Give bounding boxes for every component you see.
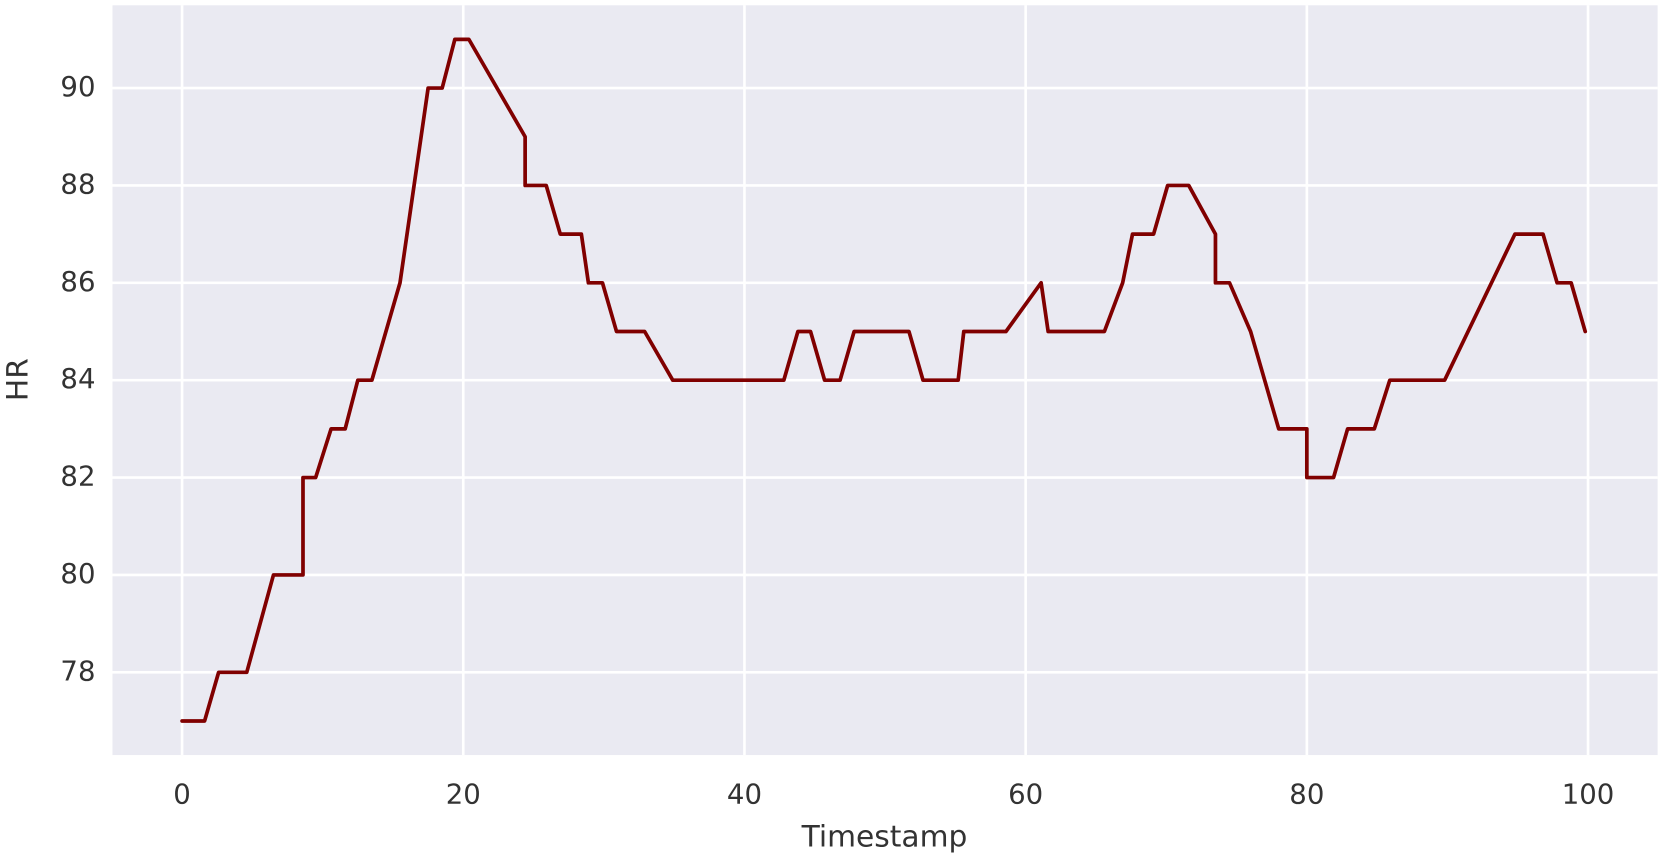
y-tick-label: 78 (60, 654, 95, 687)
y-tick-label: 84 (60, 362, 95, 395)
x-tick-label: 60 (1008, 777, 1043, 810)
x-tick-label: 0 (173, 777, 191, 810)
x-tick-label: 100 (1562, 777, 1615, 810)
y-tick-label: 82 (60, 460, 95, 493)
x-tick-label: 40 (727, 777, 762, 810)
x-axis-title: Timestamp (801, 819, 968, 854)
x-tick-label: 20 (446, 777, 481, 810)
y-tick-label: 80 (60, 557, 95, 590)
y-axis-title: HR (1, 358, 36, 401)
x-tick-label: 80 (1289, 777, 1324, 810)
y-tick-label: 88 (60, 167, 95, 200)
data-line (180, 37, 1588, 723)
y-tick-label: 90 (60, 70, 95, 103)
y-tick-label: 86 (60, 265, 95, 298)
